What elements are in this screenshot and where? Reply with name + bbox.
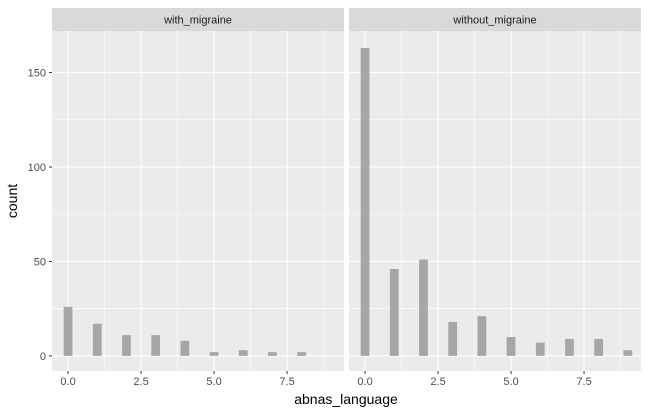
y-axis-title: count — [4, 184, 20, 218]
facet-panel-2: without_migraine 0.0 2.5 5.0 7.5 — [349, 8, 641, 388]
histogram-bar — [122, 335, 131, 356]
histogram-bar — [477, 316, 487, 356]
facet-strip-label: without_migraine — [452, 15, 536, 27]
facet-panel-1: with_migraine 0.0 2.5 5.0 7.5 0 50 100 150 — [28, 8, 344, 388]
facet-strip — [52, 8, 344, 31]
x-tick-label: 0.0 — [60, 376, 75, 388]
histogram-bar — [360, 48, 370, 356]
x-tick-label: 2.5 — [430, 376, 445, 388]
histogram-bar — [92, 323, 102, 356]
histogram-bar — [180, 340, 190, 356]
histogram-bar — [209, 352, 219, 356]
histogram-bar — [565, 338, 574, 356]
facet-strip-label: with_migraine — [163, 15, 232, 27]
histogram-bar — [419, 259, 428, 356]
histogram-bar — [623, 350, 633, 356]
histogram-bar — [63, 306, 73, 356]
histogram-bar — [268, 352, 277, 356]
histogram-bar — [238, 350, 248, 356]
histogram-bar — [506, 337, 516, 356]
x-tick-label: 5.0 — [503, 376, 518, 388]
y-tick-label: 100 — [28, 162, 46, 174]
x-axis-title: abnas_language — [294, 391, 398, 407]
histogram-bar — [297, 352, 307, 356]
x-tick-label: 7.5 — [576, 376, 591, 388]
x-tick-label: 0.0 — [357, 376, 372, 388]
y-tick-label: 150 — [28, 68, 46, 80]
y-tick-label: 0 — [40, 351, 46, 363]
histogram-bar — [151, 335, 161, 356]
y-tick-label: 50 — [34, 256, 46, 268]
x-tick-label: 7.5 — [279, 376, 294, 388]
histogram-bar — [389, 269, 399, 356]
facet-strip — [349, 8, 641, 31]
histogram-bar — [594, 338, 604, 356]
panel-background — [52, 31, 344, 371]
histogram-bar — [535, 342, 545, 356]
x-tick-label: 2.5 — [133, 376, 148, 388]
histogram-bar — [448, 321, 458, 356]
x-tick-label: 5.0 — [206, 376, 221, 388]
